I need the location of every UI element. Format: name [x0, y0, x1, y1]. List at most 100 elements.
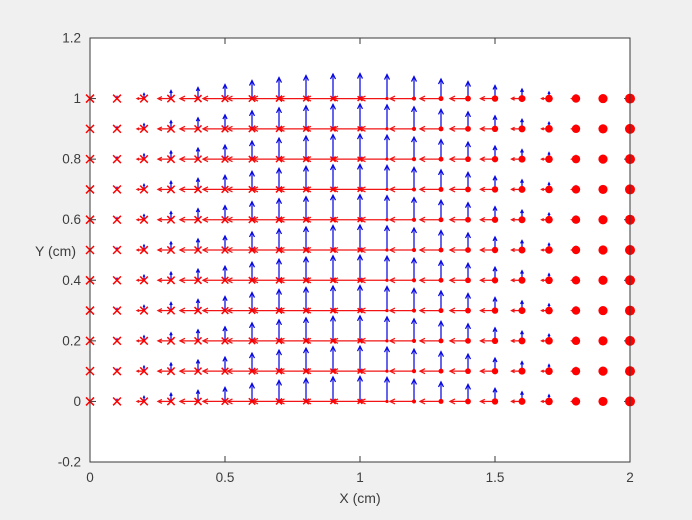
dot-marker: [465, 277, 471, 284]
x-marker: [329, 216, 337, 223]
x-marker: [329, 95, 337, 102]
dot-marker: [411, 247, 417, 253]
y-tick-label: 1: [73, 91, 81, 106]
y-tick-label: 0.2: [62, 333, 81, 348]
y-tick-label: 0.4: [62, 273, 81, 288]
dot-marker: [385, 308, 389, 313]
x-marker: [357, 398, 363, 405]
dot-marker: [491, 125, 499, 133]
dot-marker: [438, 247, 444, 253]
x-marker: [302, 398, 310, 405]
x-marker: [166, 154, 176, 164]
x-marker: [302, 95, 310, 102]
x-marker: [275, 337, 283, 345]
x-marker: [193, 276, 203, 285]
dot-marker: [385, 187, 389, 192]
dot-marker: [545, 337, 553, 345]
x-marker: [166, 124, 176, 134]
x-marker: [166, 215, 176, 224]
y-tick-label: 0: [73, 394, 81, 409]
dot-marker: [491, 337, 499, 345]
dot-marker: [545, 125, 553, 133]
x-marker: [112, 366, 122, 376]
dot-marker: [571, 306, 581, 315]
dot-marker: [491, 246, 499, 254]
x-marker: [221, 306, 229, 315]
dot-marker: [438, 156, 444, 162]
dot-marker: [598, 275, 608, 285]
dot-marker: [545, 367, 553, 375]
dot-marker: [385, 339, 389, 343]
dot-marker: [385, 96, 389, 101]
dot-marker: [438, 338, 444, 344]
dot-marker: [545, 155, 553, 163]
x-marker: [112, 94, 122, 104]
x-marker: [302, 216, 310, 224]
x-marker: [329, 156, 337, 163]
dot-marker: [571, 276, 581, 285]
x-marker: [139, 306, 149, 315]
x-marker: [139, 245, 149, 255]
dot-marker: [491, 398, 499, 405]
dot-marker: [598, 154, 608, 164]
dot-marker: [411, 338, 417, 343]
dot-marker: [518, 125, 526, 133]
x-marker: [275, 155, 283, 163]
x-tick-label: 2: [626, 470, 634, 485]
x-marker: [221, 397, 229, 406]
dot-marker: [571, 94, 581, 103]
dot-marker: [411, 187, 417, 192]
x-axis-label: X (cm): [339, 490, 381, 506]
x-marker: [302, 186, 310, 193]
dot-marker: [518, 216, 526, 224]
x-marker: [248, 306, 256, 315]
dot-marker: [491, 367, 499, 375]
dot-marker: [411, 126, 417, 131]
x-marker: [112, 336, 122, 346]
x-marker: [221, 336, 229, 345]
dot-marker: [465, 368, 471, 375]
x-marker: [166, 397, 176, 406]
x-marker: [166, 366, 176, 376]
x-marker: [275, 216, 283, 224]
y-tick-labels: -0.2 0 0.2 0.4 0.6 0.8 1 1.2: [58, 31, 82, 470]
x-marker: [166, 336, 176, 346]
dot-marker: [598, 396, 608, 407]
dot-marker: [545, 397, 553, 406]
dot-marker: [491, 277, 499, 284]
dot-marker: [571, 154, 581, 164]
x-marker: [139, 366, 149, 376]
dot-marker: [518, 307, 526, 315]
dot-marker: [465, 247, 471, 253]
x-marker: [193, 94, 203, 103]
x-marker: [248, 397, 256, 406]
dot-marker: [411, 369, 417, 374]
x-marker: [248, 246, 256, 254]
dot-marker: [465, 216, 471, 223]
dot-marker: [545, 94, 553, 103]
x-marker: [221, 124, 229, 133]
dot-marker: [571, 336, 581, 346]
x-marker: [302, 155, 310, 163]
y-tick-label: -0.2: [58, 455, 81, 470]
dot-marker: [491, 155, 499, 163]
dot-marker: [385, 369, 389, 373]
dot-marker: [571, 215, 581, 224]
x-marker: [357, 368, 363, 375]
x-marker: [302, 246, 310, 254]
dot-marker: [598, 93, 608, 104]
x-tick-label: 0.5: [216, 470, 235, 485]
dot-marker: [411, 96, 417, 101]
x-marker: [221, 276, 229, 285]
x-marker: [221, 155, 229, 164]
x-marker: [139, 124, 149, 134]
x-marker: [357, 337, 363, 344]
dot-marker: [465, 307, 471, 314]
x-marker: [329, 368, 337, 375]
y-axis-label: Y (cm): [35, 243, 76, 259]
x-marker: [221, 94, 229, 103]
dot-marker: [385, 248, 389, 252]
x-marker: [357, 95, 363, 102]
x-marker: [193, 245, 203, 255]
